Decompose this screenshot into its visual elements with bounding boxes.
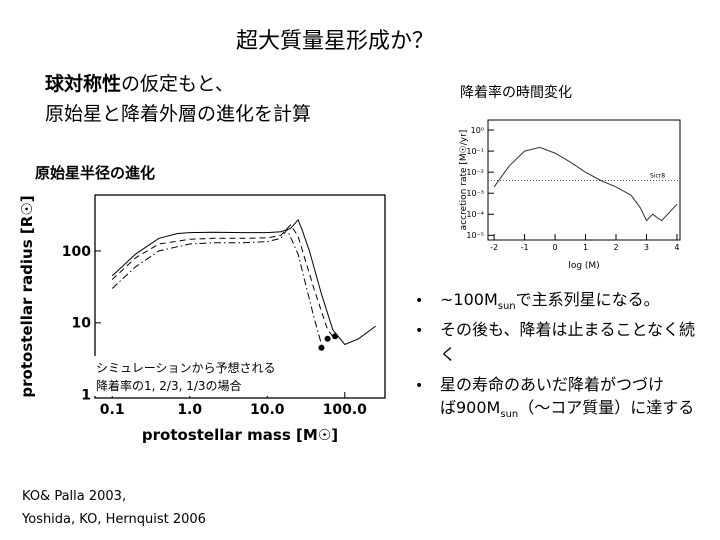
x-tick-label: 10.0	[250, 402, 285, 418]
bullet-text: その後も、降着は止まることなく続	[440, 320, 695, 339]
y-tick-label: 10⁻³	[466, 189, 484, 198]
slide-title: 超大質量星形成か？	[236, 29, 434, 54]
y-axis-label: protostellar radius [R☉]	[18, 195, 36, 397]
data-line	[111, 224, 334, 337]
x-tick-label: 1	[583, 243, 588, 252]
y-tick-label: 100	[62, 244, 91, 260]
x-tick-label: -1	[521, 243, 529, 252]
bullet-part: その後も、降着は止まることなく続	[440, 320, 695, 339]
data-point	[332, 333, 339, 340]
annotation-box	[92, 356, 304, 396]
data-line	[111, 218, 376, 346]
x-axis-label: protostellar mass [M☉]	[142, 426, 338, 444]
y-tick-label: 10⁰	[471, 126, 484, 135]
bullet-text: ば900Msun（～コア質量）に達する	[440, 398, 694, 420]
bullet-part: で主系列星になる。	[516, 290, 660, 309]
intro-line: 球対称性の仮定もと、	[45, 72, 234, 95]
data-point	[318, 344, 325, 351]
bullet-marker: •	[415, 293, 423, 309]
plot-frame	[487, 119, 681, 241]
intro-bold: 球対称性	[45, 72, 121, 95]
plot-frame	[94, 194, 386, 399]
bullet-part: 星の寿命のあいだ降着がつづけ	[440, 375, 664, 394]
y-tick-label: 1	[81, 388, 91, 404]
x-tick-label: 1.0	[177, 402, 202, 418]
subscript: sun	[498, 301, 516, 312]
x-tick-label: 0	[553, 243, 558, 252]
x-tick-label: 3	[644, 243, 649, 252]
bullet-text: 星の寿命のあいだ降着がつづけ	[440, 375, 664, 394]
annotation: シミュレーションから予想される	[96, 360, 276, 375]
bullet-marker: •	[415, 323, 423, 339]
bullet-text: ~100Msunで主系列星になる。	[440, 290, 660, 312]
section-heading: 原始星半径の進化	[35, 164, 155, 182]
bullet-text: く	[440, 345, 456, 364]
x-tick-label: 100.0	[323, 402, 368, 418]
y-tick-label: 10⁻⁴	[466, 210, 484, 219]
annotation: 降着率の1, 2/3, 1/3の場合	[96, 378, 242, 393]
intro-rest: の仮定もと、	[121, 73, 234, 95]
y-tick-label: 10⁻²	[466, 168, 484, 177]
x-tick-label: 4	[674, 243, 679, 252]
reference: Yoshida, KO, Hernquist 2006	[21, 512, 206, 527]
data-line	[111, 228, 322, 345]
bullet-part: ~100M	[440, 290, 498, 309]
y-tick-label: 10⁻⁵	[466, 231, 484, 240]
data-point	[324, 335, 331, 342]
bullet-part: （～コア質量）に達する	[518, 398, 694, 417]
x-tick-label: 2	[613, 243, 618, 252]
bullet-part: ば900M	[440, 398, 500, 417]
bullet-part: く	[440, 345, 456, 364]
reference-label: Sicr8	[650, 173, 665, 180]
y-axis-label: accretion rate [M☉/yr]	[459, 130, 469, 231]
y-tick-label: 10⁻¹	[466, 147, 484, 156]
x-tick-label: -2	[490, 243, 498, 252]
x-axis-label: log (M)	[568, 261, 599, 271]
y-tick-label: 10	[72, 316, 92, 332]
bullet-marker: •	[415, 378, 423, 394]
section-heading: 降着率の時間変化	[460, 84, 572, 101]
reference: KO& Palla 2003,	[22, 489, 126, 504]
subscript: sun	[500, 409, 518, 420]
intro-line: 原始星と降着外層の進化を計算	[45, 103, 311, 125]
x-tick-label: 0.1	[100, 402, 125, 418]
data-line	[493, 146, 678, 222]
